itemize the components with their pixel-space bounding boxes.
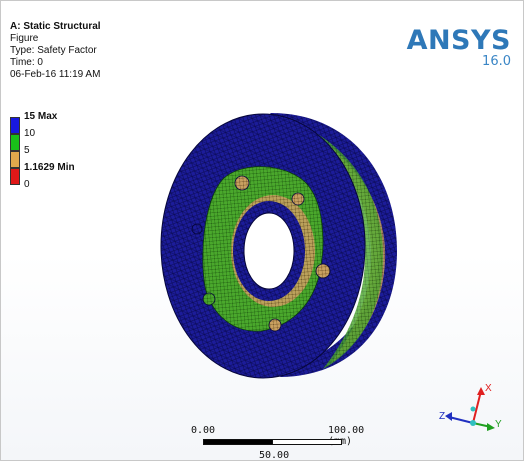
legend-label: 5 xyxy=(24,145,30,156)
scale-mid-label: 50.00 xyxy=(259,450,290,461)
result-type: Type: Safety Factor xyxy=(10,45,97,56)
brand-version: 16.0 xyxy=(482,54,511,69)
bolt-holes xyxy=(191,175,331,332)
legend-max-label: 15 Max xyxy=(24,111,58,122)
scale-left-label: 0.00 xyxy=(191,425,216,436)
analysis-title: A: Static Structural xyxy=(10,21,101,32)
legend-label: 10 xyxy=(24,128,36,139)
legend-swatch xyxy=(10,151,20,168)
center-bore xyxy=(243,212,295,290)
axis-z-label: Z xyxy=(439,411,445,422)
object-type: Figure xyxy=(10,33,39,44)
ansys-logo: ANSYS 16.0 xyxy=(407,27,511,69)
scale-bar-white xyxy=(272,439,342,445)
scale-bar: 0.00 100.00 (mm) 50.00 xyxy=(191,425,383,462)
axis-x-label: X xyxy=(485,383,492,394)
brake-disc-model[interactable] xyxy=(151,101,401,386)
result-date: 06-Feb-16 11:19 AM xyxy=(10,69,101,80)
axis-y-label: Y xyxy=(495,419,502,430)
disc-rim xyxy=(259,113,397,377)
legend-swatch xyxy=(10,168,20,185)
legend-swatch xyxy=(10,134,20,151)
scale-bar-black xyxy=(203,439,273,445)
legend-min-label: 1.1629 Min xyxy=(24,162,75,173)
brand-name: ANSYS xyxy=(406,25,511,56)
result-time: Time: 0 xyxy=(10,57,43,68)
rim-green-band xyxy=(301,125,383,369)
legend-swatch xyxy=(10,117,20,134)
axis-triad[interactable]: X Y Z xyxy=(437,381,507,441)
result-header: A: Static Structural Figure Type: Safety… xyxy=(10,21,101,81)
legend-label: 0 xyxy=(24,179,30,190)
